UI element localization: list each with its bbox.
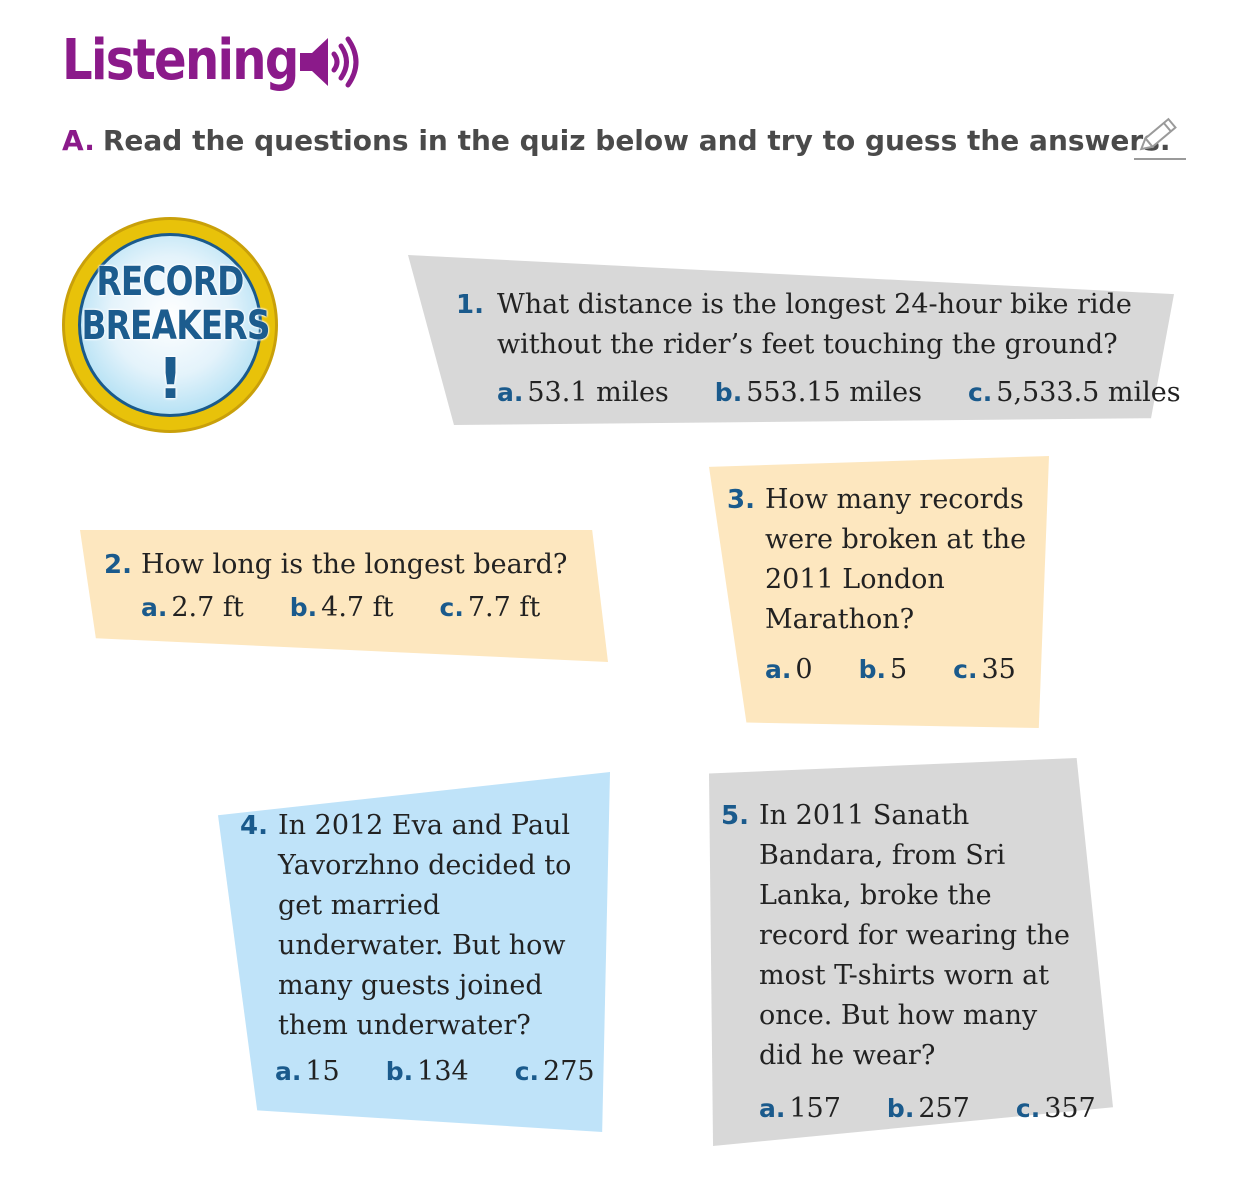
question-text: In 2011 Sanath Bandara, from Sri Lanka, …: [759, 800, 1070, 1071]
option-value: 15: [305, 1056, 340, 1087]
option-value: 275: [543, 1056, 595, 1087]
question-card-4: 4. In 2012 Eva and Paul Yavorzhno decide…: [218, 772, 610, 1132]
question-text: In 2012 Eva and Paul Yavorzhno decided t…: [278, 810, 572, 1041]
answer-option-c[interactable]: c. 5,533.5 miles: [968, 377, 1181, 408]
option-value: 7.7 ft: [467, 592, 541, 623]
option-letter: a.: [759, 1094, 786, 1123]
option-letter: c.: [514, 1057, 540, 1086]
question-number: 3.: [727, 485, 755, 515]
option-value: 4.7 ft: [321, 592, 394, 623]
section-letter: A.: [62, 124, 95, 157]
option-value: 157: [789, 1093, 841, 1124]
answer-option-a[interactable]: a. 2.7 ft: [141, 592, 244, 623]
question-number: 1.: [456, 290, 484, 320]
option-letter: b.: [289, 593, 318, 622]
record-breakers-badge: RECORD BREAKERS !: [62, 217, 278, 433]
option-letter: c.: [967, 378, 993, 407]
card-background: [218, 772, 610, 1132]
question-number: 5.: [721, 801, 749, 831]
question-number: 2.: [104, 550, 132, 580]
badge-line-1: RECORD: [96, 259, 244, 305]
option-letter: b.: [886, 1094, 915, 1123]
answer-option-b[interactable]: b. 134: [386, 1056, 469, 1087]
answer-options: a. 157 b. 257 c. 357: [759, 1093, 1142, 1124]
answer-option-c[interactable]: c. 275: [515, 1056, 595, 1087]
option-value: 2.7 ft: [171, 592, 244, 623]
answer-options: a. 2.7 ft b. 4.7 ft c. 7.7 ft: [141, 592, 586, 623]
answer-option-b[interactable]: b. 553.15 miles: [715, 377, 922, 408]
option-letter: b.: [714, 378, 743, 407]
option-value: 257: [918, 1093, 970, 1124]
speaker-icon[interactable]: [298, 34, 360, 90]
option-value: 5: [889, 654, 908, 685]
question-card-2: 2. How long is the longest beard? a. 2.7 …: [80, 530, 608, 662]
option-letter: a.: [141, 593, 168, 622]
option-value: 53.1 miles: [527, 377, 669, 408]
instruction: A. Read the questions in the quiz below a…: [62, 124, 1171, 157]
question-card-1: 1. What distance is the longest 24-hour …: [408, 255, 1181, 425]
question-text: What distance is the longest 24-hour bik…: [497, 289, 1132, 360]
answer-option-c[interactable]: c. 357: [1016, 1093, 1096, 1124]
option-value: 134: [417, 1056, 469, 1087]
page-title: Listening: [62, 28, 299, 93]
badge-line-3: !: [157, 347, 184, 412]
pencil-icon[interactable]: [1132, 110, 1188, 162]
option-letter: c.: [439, 593, 464, 622]
option-value: 553.15 miles: [746, 377, 922, 408]
answer-option-a[interactable]: a. 0: [765, 654, 813, 685]
option-letter: b.: [385, 1057, 414, 1086]
option-letter: c.: [1015, 1094, 1041, 1123]
card-background: [80, 530, 608, 662]
question-text: How many records were broken at the 2011…: [765, 484, 1027, 635]
instruction-text: Read the questions in the quiz below and…: [102, 124, 1171, 157]
option-value: 0: [795, 654, 813, 685]
answer-option-b[interactable]: b. 5: [859, 654, 908, 685]
question-card-3: 3. How many records were broken at the 2…: [709, 456, 1049, 728]
answer-options: a. 53.1 miles b. 553.15 miles c. 5,533.5 mi…: [497, 377, 1227, 408]
answer-options: a. 0 b. 5 c. 35: [765, 654, 1062, 685]
option-letter: a.: [497, 378, 524, 407]
answer-option-c[interactable]: c. 7.7 ft: [440, 592, 541, 623]
badge-disc: [78, 233, 262, 417]
question-text: How long is the longest beard?: [141, 549, 568, 580]
card-background: [709, 456, 1049, 728]
option-value: 35: [981, 654, 1016, 685]
question-number: 4.: [240, 811, 268, 841]
option-value: 357: [1044, 1093, 1096, 1124]
option-letter: a.: [275, 1057, 302, 1086]
option-letter: b.: [858, 655, 886, 684]
option-letter: c.: [953, 655, 978, 684]
option-letter: a.: [765, 655, 792, 684]
option-value: 5,533.5 miles: [996, 377, 1181, 408]
answer-options: a. 15 b. 134 c. 275: [275, 1056, 641, 1087]
answer-option-a[interactable]: a. 53.1 miles: [497, 377, 669, 408]
answer-option-c[interactable]: c. 35: [953, 654, 1016, 685]
card-background: [709, 758, 1113, 1146]
answer-option-a[interactable]: a. 15: [275, 1056, 340, 1087]
answer-option-a[interactable]: a. 157: [759, 1093, 841, 1124]
answer-option-b[interactable]: b. 4.7 ft: [290, 592, 394, 623]
badge-line-2: BREAKERS: [81, 303, 270, 349]
answer-option-b[interactable]: b. 257: [887, 1093, 970, 1124]
question-card-5: 5. In 2011 Sanath Bandara, from Sri Lank…: [709, 758, 1113, 1146]
